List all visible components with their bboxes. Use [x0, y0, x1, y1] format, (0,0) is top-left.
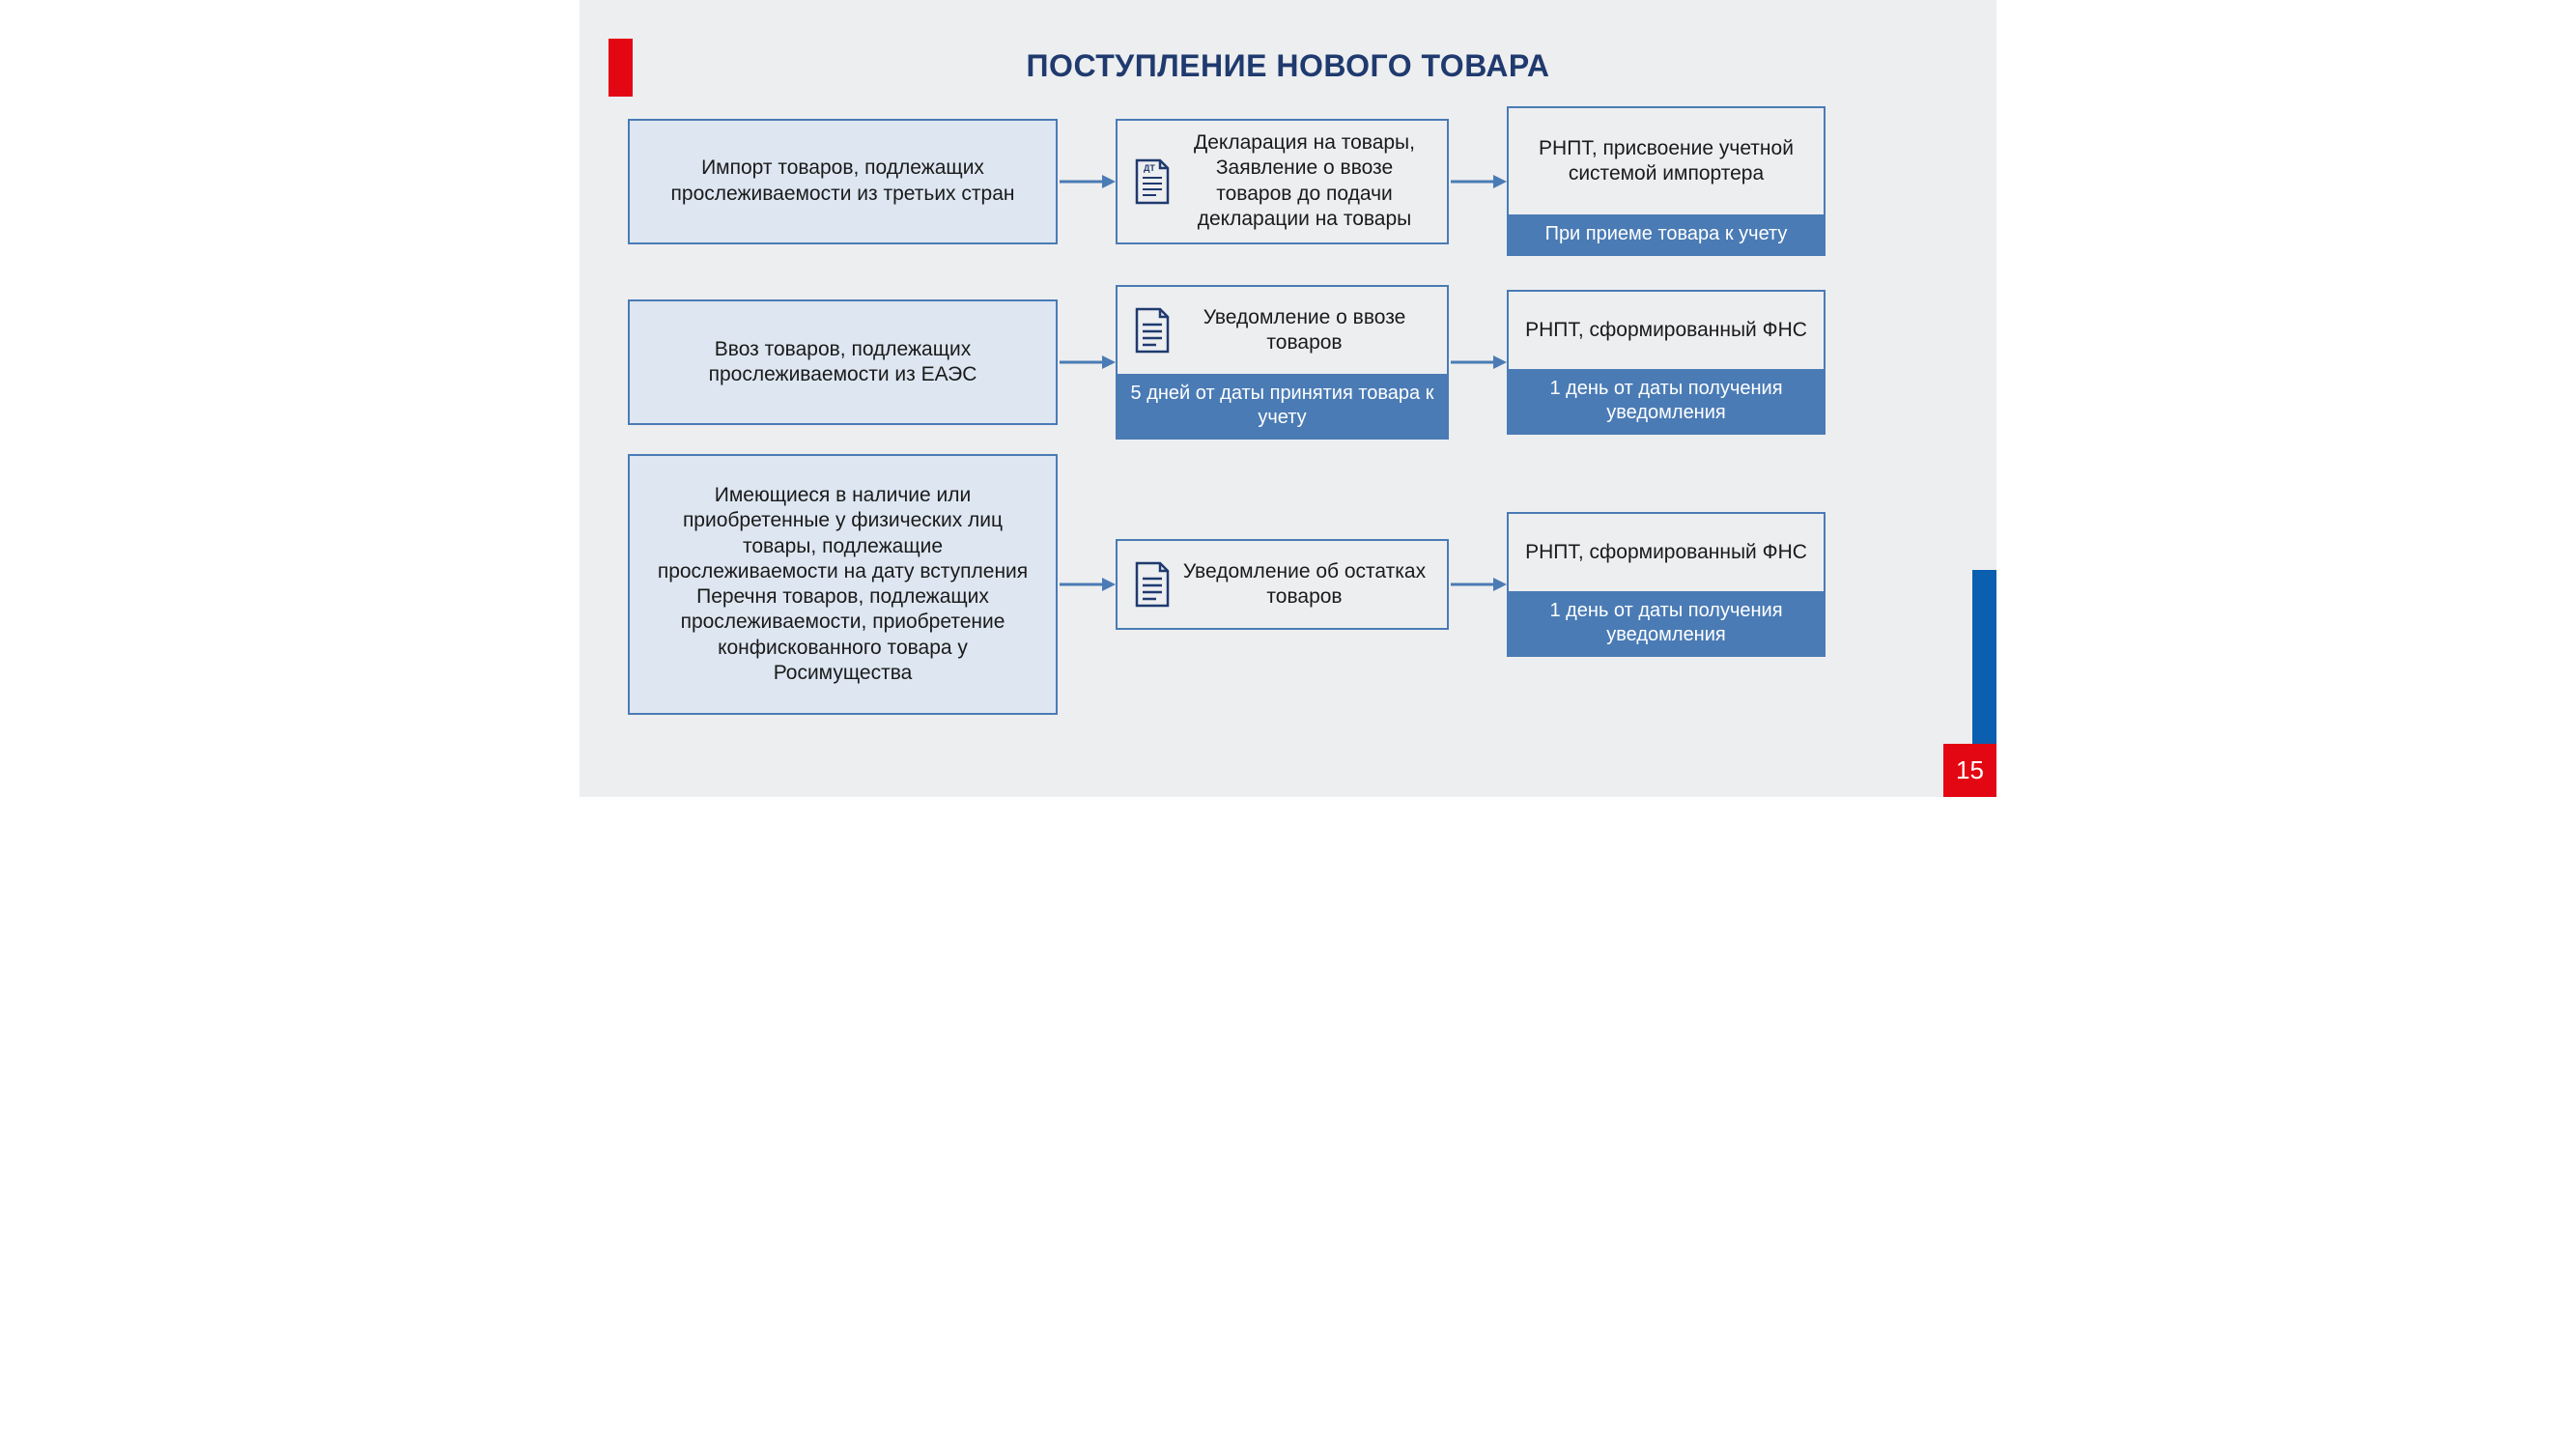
- slide-title: ПОСТУПЛЕНИЕ НОВОГО ТОВАРА: [580, 48, 1996, 84]
- source-box-1: Импорт товаров, подлежащих прослеживаемо…: [628, 119, 1058, 244]
- result-footer-2: 1 день от даты получения уведомления: [1509, 369, 1824, 433]
- middle-box-3: Уведомление об остатках товаров: [1116, 539, 1449, 630]
- blue-accent-bar: [1972, 570, 1996, 744]
- result-box-2: РНПТ, сформированный ФНС 1 день от даты …: [1507, 290, 1826, 435]
- flow-row-3: Имеющиеся в наличие или приобретенные у …: [628, 454, 1929, 715]
- middle-text-3: Уведомление об остатках товаров: [1177, 559, 1431, 611]
- result-text-3: РНПТ, сформированный ФНС: [1525, 540, 1807, 565]
- svg-text:ДТ: ДТ: [1144, 163, 1155, 173]
- result-footer-1: При приеме товара к учету: [1509, 214, 1824, 254]
- result-text-1: РНПТ, присвоение учетной системой импорт…: [1524, 136, 1808, 187]
- arrow-icon: [1058, 565, 1116, 604]
- middle-text-2: Уведомление о ввозе товаров: [1177, 305, 1431, 356]
- result-text-2: РНПТ, сформированный ФНС: [1525, 318, 1807, 343]
- middle-box-2: Уведомление о ввозе товаров 5 дней от да…: [1116, 285, 1449, 440]
- middle-box-1: ДТ Декларация на товары, Заявление о вво…: [1116, 119, 1449, 244]
- arrow-icon: [1058, 343, 1116, 382]
- flowchart: Импорт товаров, подлежащих прослеживаемо…: [628, 106, 1929, 768]
- source-text-1: Импорт товаров, подлежащих прослеживаемо…: [645, 156, 1040, 207]
- source-text-3: Имеющиеся в наличие или приобретенные у …: [651, 483, 1034, 686]
- middle-text-1: Декларация на товары, Заявление о ввозе …: [1177, 130, 1431, 232]
- flow-row-2: Ввоз товаров, подлежащих прослеживаемост…: [628, 285, 1929, 440]
- source-box-3: Имеющиеся в наличие или приобретенные у …: [628, 454, 1058, 715]
- document-lines-icon: [1133, 561, 1172, 608]
- result-footer-3: 1 день от даты получения уведомления: [1509, 591, 1824, 655]
- document-lines-icon: [1133, 307, 1172, 354]
- result-box-3: РНПТ, сформированный ФНС 1 день от даты …: [1507, 512, 1826, 657]
- source-text-2: Ввоз товаров, подлежащих прослеживаемост…: [645, 337, 1040, 388]
- flow-row-1: Импорт товаров, подлежащих прослеживаемо…: [628, 106, 1929, 256]
- arrow-icon: [1449, 343, 1507, 382]
- source-box-2: Ввоз товаров, подлежащих прослеживаемост…: [628, 299, 1058, 425]
- slide: ПОСТУПЛЕНИЕ НОВОГО ТОВАРА 15 Импорт това…: [580, 0, 1996, 797]
- document-dt-icon: ДТ: [1133, 158, 1172, 205]
- page-number: 15: [1943, 744, 1996, 797]
- arrow-icon: [1449, 565, 1507, 604]
- arrow-icon: [1058, 162, 1116, 201]
- result-box-1: РНПТ, присвоение учетной системой импорт…: [1507, 106, 1826, 256]
- arrow-icon: [1449, 162, 1507, 201]
- middle-footer-2: 5 дней от даты принятия товара к учету: [1118, 374, 1447, 438]
